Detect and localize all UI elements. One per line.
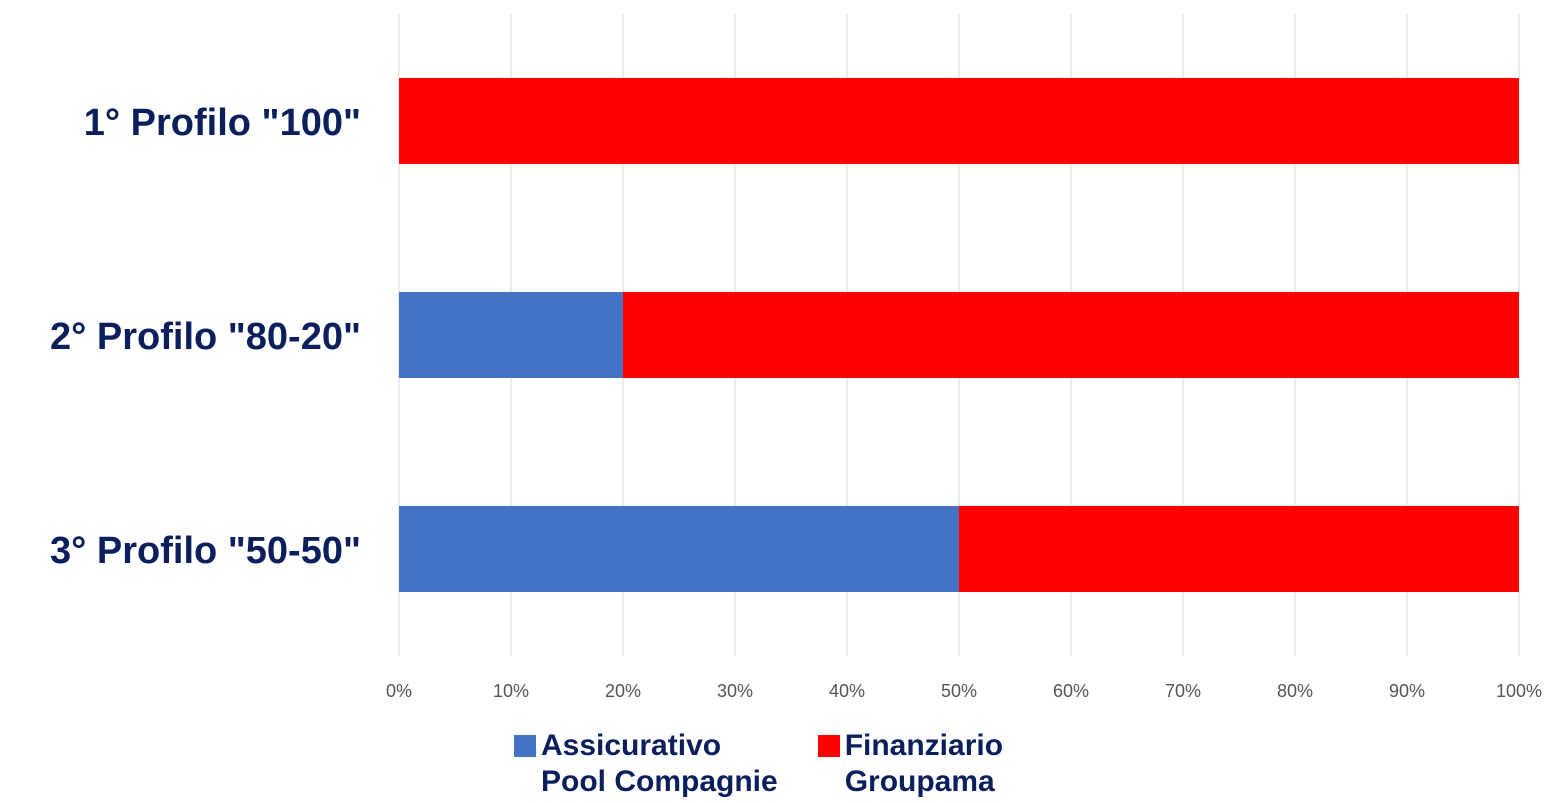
x-tick-label: 10% bbox=[493, 681, 529, 701]
category-label: 1° Profilo "100" bbox=[84, 102, 361, 144]
legend-item-assicurativo: Assicurativo Pool Compagnie bbox=[514, 728, 778, 800]
x-tick-label: 0% bbox=[386, 681, 412, 701]
bar-segment-finanziario bbox=[623, 292, 1519, 378]
x-tick-label: 70% bbox=[1165, 681, 1201, 701]
legend-label-line-1: Finanziario bbox=[844, 729, 1004, 762]
x-tick-label: 20% bbox=[605, 681, 641, 701]
category-labels: 1° Profilo "100" 2° Profilo "80-20" 3° Pro… bbox=[50, 102, 361, 572]
legend-label-line-1: Assicurativo bbox=[541, 729, 722, 762]
bars bbox=[399, 78, 1519, 592]
x-tick-label: 100% bbox=[1496, 681, 1542, 701]
x-tick-labels: 0% 10% 20% 30% 40% 50% 60% 70% 80% 90% 100% bbox=[386, 681, 1542, 701]
legend: Assicurativo Pool Compagnie Finanziario … bbox=[514, 728, 1003, 800]
bar-segment-finanziario bbox=[399, 78, 1519, 164]
x-tick-label: 90% bbox=[1389, 681, 1425, 701]
category-label: 2° Profilo "80-20" bbox=[50, 316, 361, 358]
x-tick-label: 80% bbox=[1277, 681, 1313, 701]
legend-label-line-2: Pool Compagnie bbox=[541, 765, 778, 798]
category-label: 3° Profilo "50-50" bbox=[50, 530, 361, 572]
x-tick-label: 50% bbox=[941, 681, 977, 701]
bar-segment-finanziario bbox=[959, 506, 1519, 592]
bar-segment-assicurativo bbox=[399, 292, 623, 378]
legend-swatch-assicurativo bbox=[514, 735, 536, 757]
bar-segment-assicurativo bbox=[399, 506, 959, 592]
x-tick-label: 60% bbox=[1053, 681, 1089, 701]
legend-item-finanziario: Finanziario Groupama bbox=[817, 728, 1004, 800]
legend-label-line-2: Groupama bbox=[844, 765, 995, 798]
legend-swatch-finanziario bbox=[817, 735, 840, 757]
x-tick-label: 40% bbox=[829, 681, 865, 701]
x-tick-label: 30% bbox=[717, 681, 753, 701]
